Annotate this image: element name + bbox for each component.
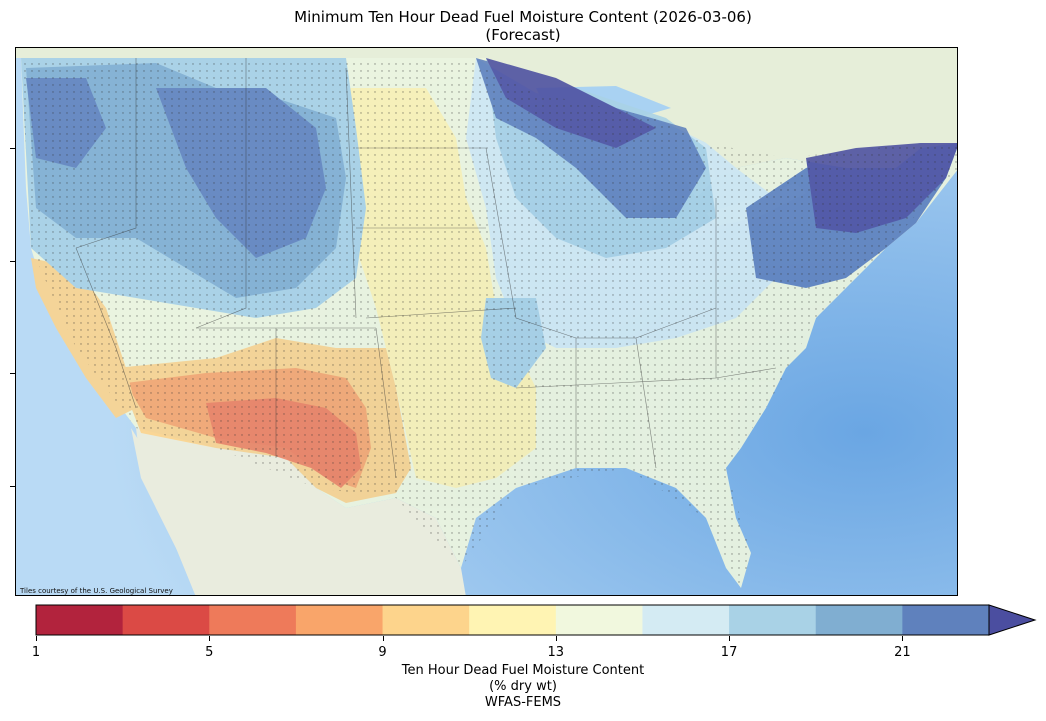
canada-land [16, 48, 957, 168]
colorbar-bin-15-17 [642, 605, 730, 635]
state-borders [75, 58, 777, 479]
colorbar-tick-label: 21 [894, 645, 911, 660]
colorbar-bin-1-3 [36, 605, 124, 635]
colorbar-bin-9-11 [382, 605, 470, 635]
colorbar-svg [35, 604, 1037, 636]
colorbar-label: Ten Hour Dead Fuel Moisture Content (% d… [0, 663, 1046, 711]
colorbar-label-line1: Ten Hour Dead Fuel Moisture Content [401, 663, 645, 678]
colorbar-label-line2: (% dry wt) [489, 679, 557, 694]
colorbar-tick-label: 17 [720, 645, 738, 660]
colorbar-bin-21-23 [902, 605, 990, 635]
colorbar-outline [35, 604, 990, 636]
map-canvas: Tiles courtesy of the U.S. Geological Su… [16, 48, 957, 595]
colorbar-tick-mark [209, 636, 211, 641]
colorbar-tick-label: 9 [378, 645, 387, 660]
baja-land [131, 428, 206, 578]
fuel-moisture-map[interactable]: Tiles courtesy of the U.S. Geological Su… [15, 47, 958, 596]
y-axis-tick [10, 373, 15, 374]
credit-text: Tiles courtesy of the U.S. Geological Su… [19, 587, 173, 595]
colorbar-bin-13-15 [555, 605, 643, 635]
colorbar-bin-17-19 [729, 605, 817, 635]
colorbar-bin-11-13 [469, 605, 557, 635]
colorbar-tick-label: 13 [547, 645, 565, 660]
colorbar-bin-5-7 [209, 605, 297, 635]
colorbar-bin-3-5 [122, 605, 210, 635]
colorbar-bin-7-9 [295, 605, 384, 635]
colorbar-label-line3: WFAS-FEMS [484, 695, 562, 710]
mexico-land [136, 428, 466, 595]
colorbar-tick-label: 5 [205, 645, 214, 660]
colorbar-tick-mark [36, 636, 37, 641]
colorbar-extend-max [988, 604, 1037, 636]
chart-title: Minimum Ten Hour Dead Fuel Moisture Cont… [0, 8, 1046, 44]
y-axis-tick [10, 261, 15, 262]
colorbar-tick-label: 1 [31, 645, 41, 660]
title-line-1: Minimum Ten Hour Dead Fuel Moisture Cont… [294, 8, 752, 26]
y-axis-tick [10, 148, 15, 149]
colorbar-tick-mark [902, 636, 904, 641]
station-points [21, 58, 957, 588]
title-line-2: (Forecast) [485, 26, 561, 44]
colorbar-tick-mark [555, 636, 557, 641]
y-axis-tick [10, 486, 15, 487]
colorbar [35, 604, 1040, 642]
colorbar-bin-19-21 [815, 605, 903, 635]
colorbar-tick-mark [729, 636, 731, 641]
colorbar-tick-mark [382, 636, 384, 641]
